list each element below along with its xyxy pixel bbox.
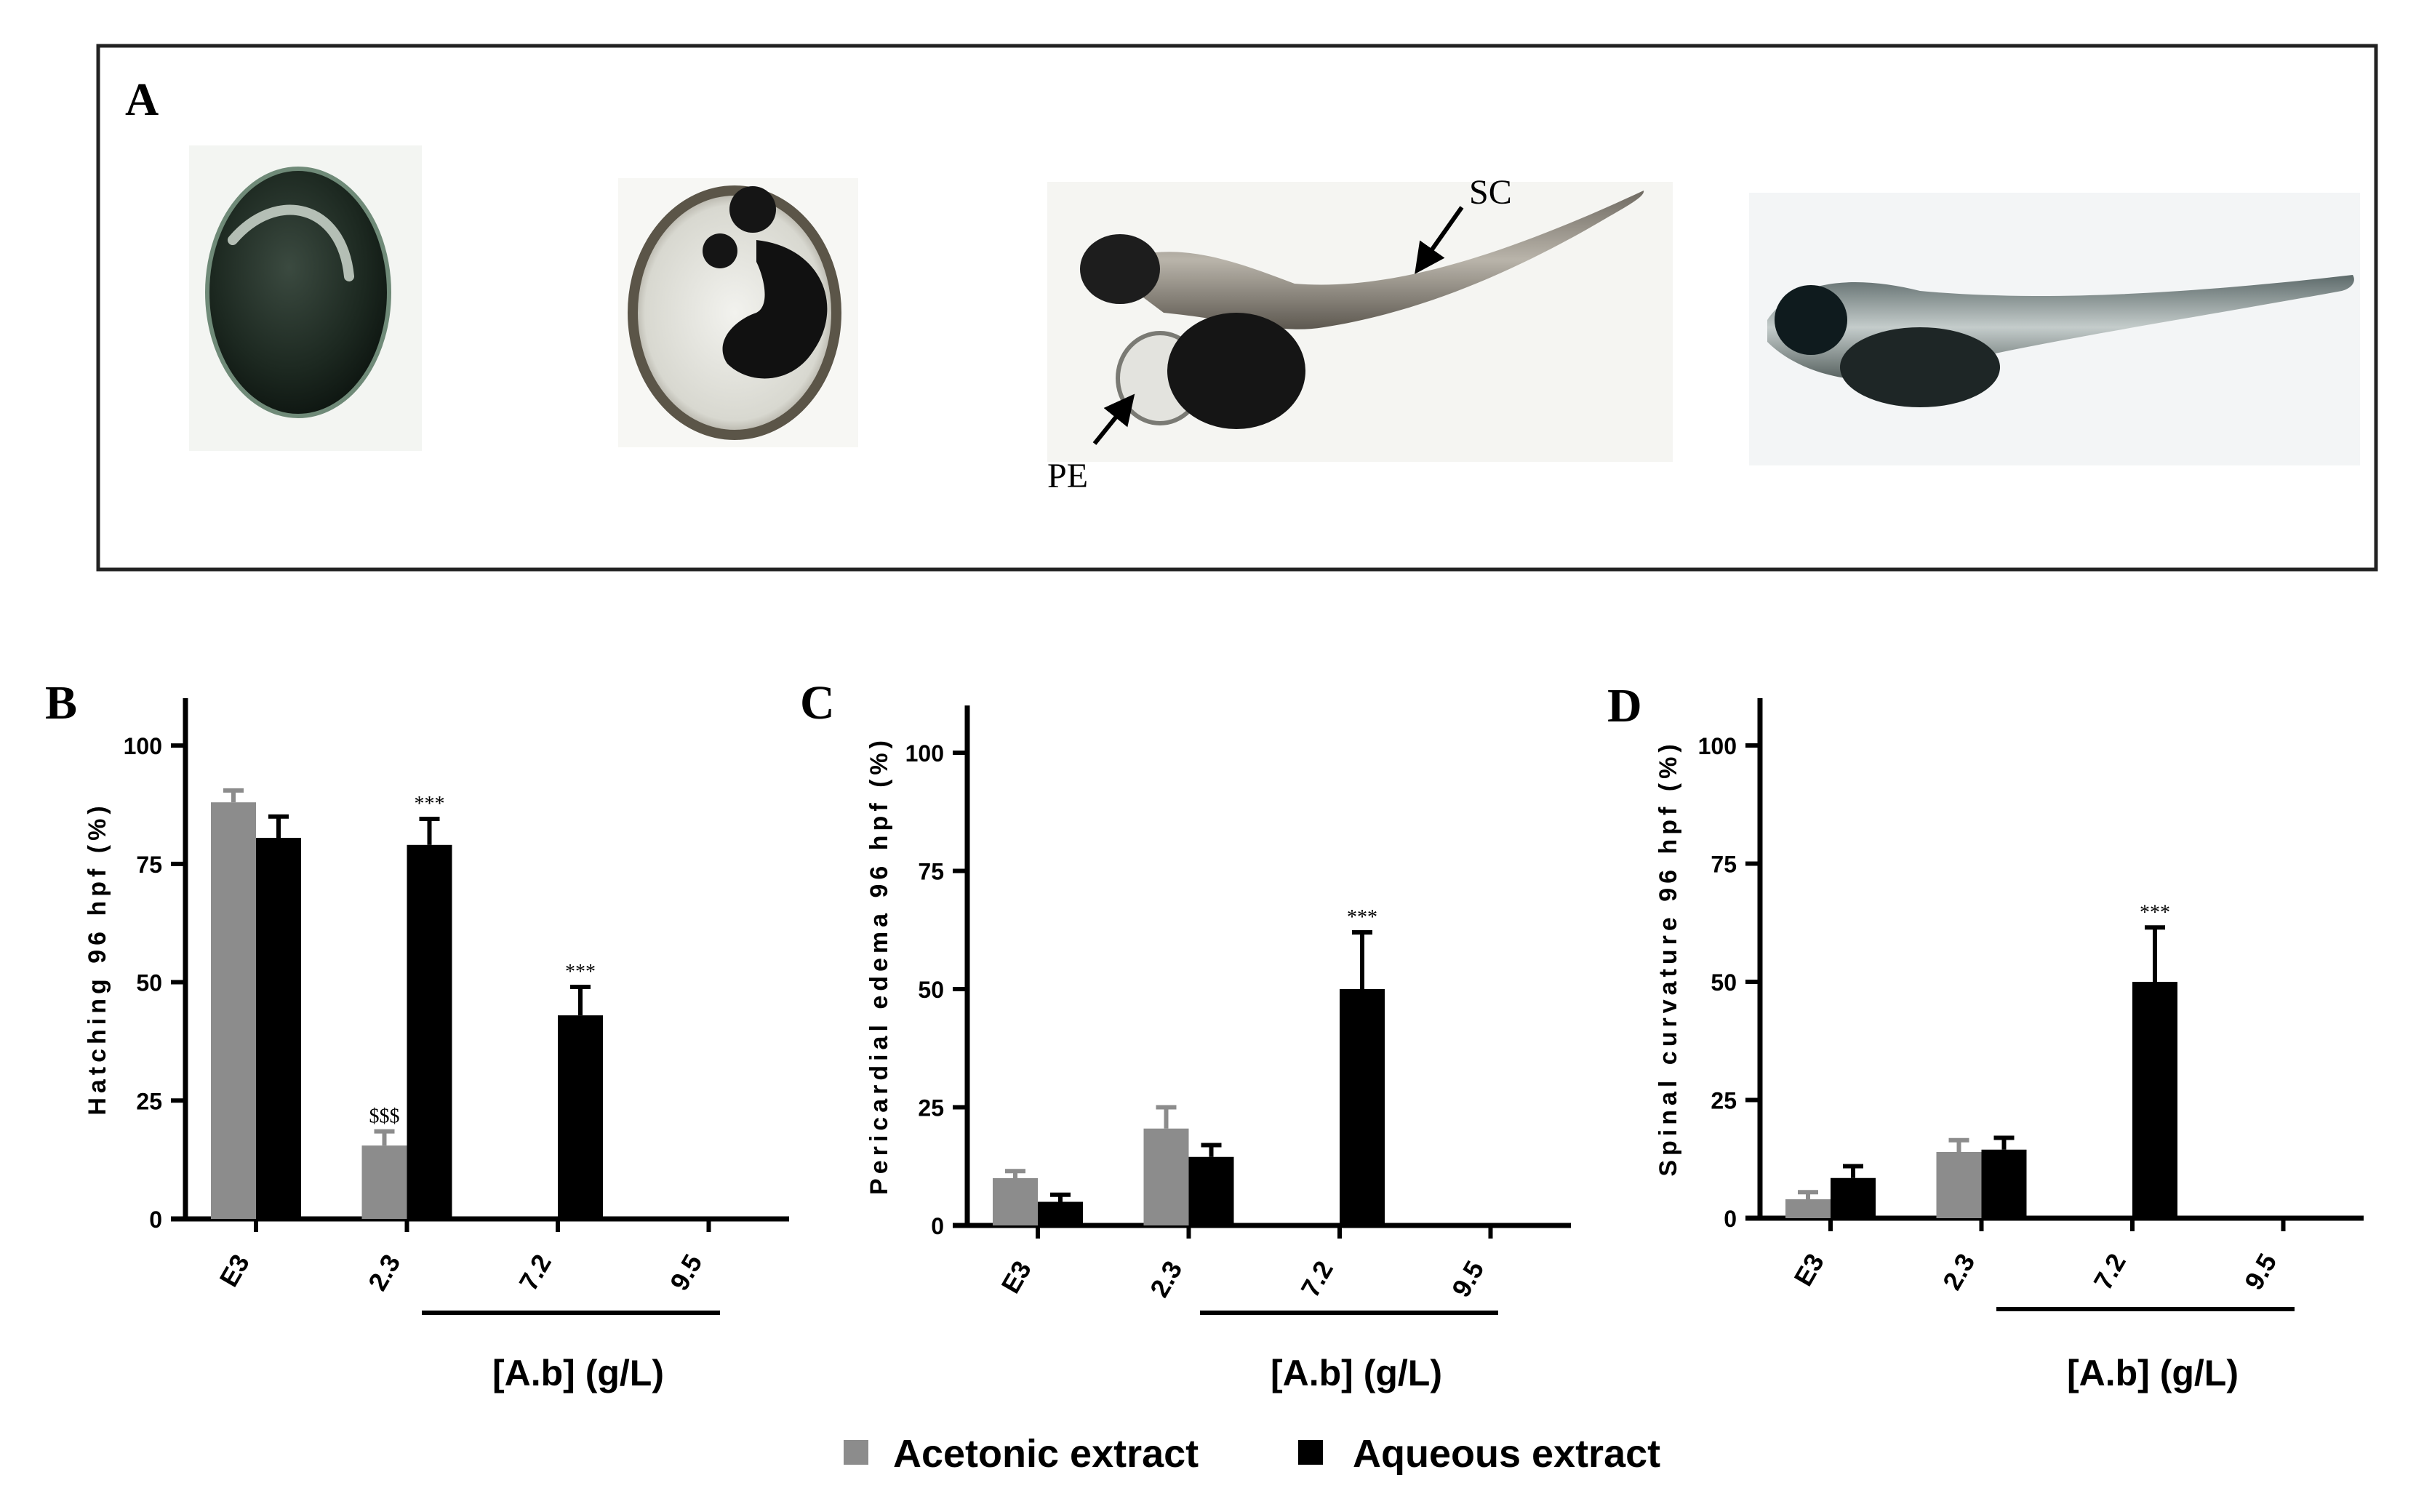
bar — [1936, 1152, 1982, 1218]
x-tick-label: E3 — [213, 1249, 255, 1292]
panel-b-letter: B — [45, 676, 77, 729]
significance-annotation: *** — [565, 961, 596, 983]
y-axis-label: Pericardial edema 96 hpf (%) — [865, 736, 893, 1195]
bar — [1038, 1201, 1083, 1225]
x-tick-label: 2.3 — [1937, 1249, 1981, 1295]
larva-deformed-image: SC PE — [1047, 173, 1673, 495]
bar — [1831, 1177, 1876, 1218]
y-tick-label: 50 — [136, 970, 162, 996]
bar — [558, 1015, 603, 1219]
x-tick-label: 9.5 — [1446, 1256, 1490, 1303]
x-tick-label: E3 — [1788, 1249, 1830, 1292]
x-tick-label: 2.3 — [362, 1249, 407, 1296]
legend-swatch-aqueous — [1298, 1440, 1323, 1465]
x-tick-label: 7.2 — [1295, 1256, 1339, 1303]
bar — [1785, 1199, 1831, 1218]
y-tick-label: 0 — [931, 1213, 944, 1239]
legend-label-acetonic: Acetonic extract — [893, 1432, 1199, 1476]
bar — [211, 802, 256, 1219]
y-tick-label: 25 — [1711, 1088, 1737, 1114]
pe-arrow — [1092, 393, 1135, 445]
y-tick-label: 25 — [136, 1088, 162, 1114]
x-tick-label: 7.2 — [2087, 1249, 2132, 1295]
bar — [256, 838, 301, 1219]
hatching-chart: 0 25 50 75 100 Hatching 96 hpf (%) E3 2.3 $$$ ***… — [84, 698, 789, 1393]
spinal-curvature-chart: 0 25 50 75 100 Spinal curvature 96 hpf (%) E3 2… — [1655, 698, 2364, 1393]
y-tick-label: 50 — [1711, 969, 1737, 996]
bar — [1340, 989, 1385, 1225]
legend-swatch-acetonic — [844, 1440, 868, 1465]
x-axis-label: [A.b] (g/L) — [2067, 1353, 2239, 1393]
x-tick-label: 7.2 — [513, 1249, 557, 1296]
y-axis-label: Spinal curvature 96 hpf (%) — [1655, 740, 1682, 1176]
bar — [407, 844, 452, 1219]
x-tick-label: 9.5 — [664, 1249, 708, 1296]
x-axis-label: [A.b] (g/L) — [492, 1353, 664, 1393]
x-tick-label: 9.5 — [2239, 1249, 2283, 1295]
y-tick-label: 75 — [918, 859, 944, 885]
y-tick-label: 0 — [1724, 1206, 1737, 1232]
legend-label-aqueous: Aqueous extract — [1353, 1432, 1660, 1476]
y-tick-label: 75 — [1711, 852, 1737, 878]
significance-annotation: *** — [415, 793, 445, 815]
bar — [361, 1145, 407, 1219]
y-tick-label: 100 — [905, 740, 944, 767]
bar — [993, 1178, 1038, 1225]
x-tick-label: E3 — [995, 1256, 1037, 1299]
bar — [2132, 982, 2177, 1218]
significance-annotation: $$$ — [369, 1105, 400, 1128]
significance-annotation: *** — [2140, 901, 2170, 924]
bar — [1981, 1149, 2027, 1218]
sc-label: SC — [1469, 173, 1512, 212]
x-tick-label: 2.3 — [1144, 1256, 1188, 1303]
y-tick-label: 25 — [918, 1095, 944, 1121]
significance-annotation: *** — [1347, 906, 1377, 929]
y-tick-label: 100 — [1698, 733, 1737, 759]
embryo-chorion-image — [618, 178, 858, 447]
pericardial-edema-chart: 0 25 50 75 100 Pericardial edema 96 hpf (%) E3… — [865, 705, 1571, 1393]
pe-label: PE — [1047, 457, 1088, 495]
y-tick-label: 50 — [918, 977, 944, 1003]
y-axis-label: Hatching 96 hpf (%) — [84, 801, 111, 1115]
larva-normal-image — [1749, 193, 2360, 465]
embryo-egg-image — [189, 145, 422, 451]
panel-d-letter: D — [1607, 679, 1642, 732]
y-tick-label: 0 — [149, 1207, 162, 1233]
panel-c-letter: C — [800, 676, 835, 729]
y-tick-label: 100 — [124, 733, 162, 759]
legend: Acetonic extract Aqueous extract — [844, 1432, 1660, 1476]
bar — [1143, 1128, 1189, 1225]
sc-arrow — [1415, 206, 1464, 274]
y-tick-label: 75 — [136, 852, 162, 878]
panel-a-letter: A — [125, 73, 159, 125]
bar — [1188, 1156, 1234, 1225]
x-axis-label: [A.b] (g/L) — [1271, 1353, 1442, 1393]
panel-a: A SC PE — [96, 44, 2378, 572]
